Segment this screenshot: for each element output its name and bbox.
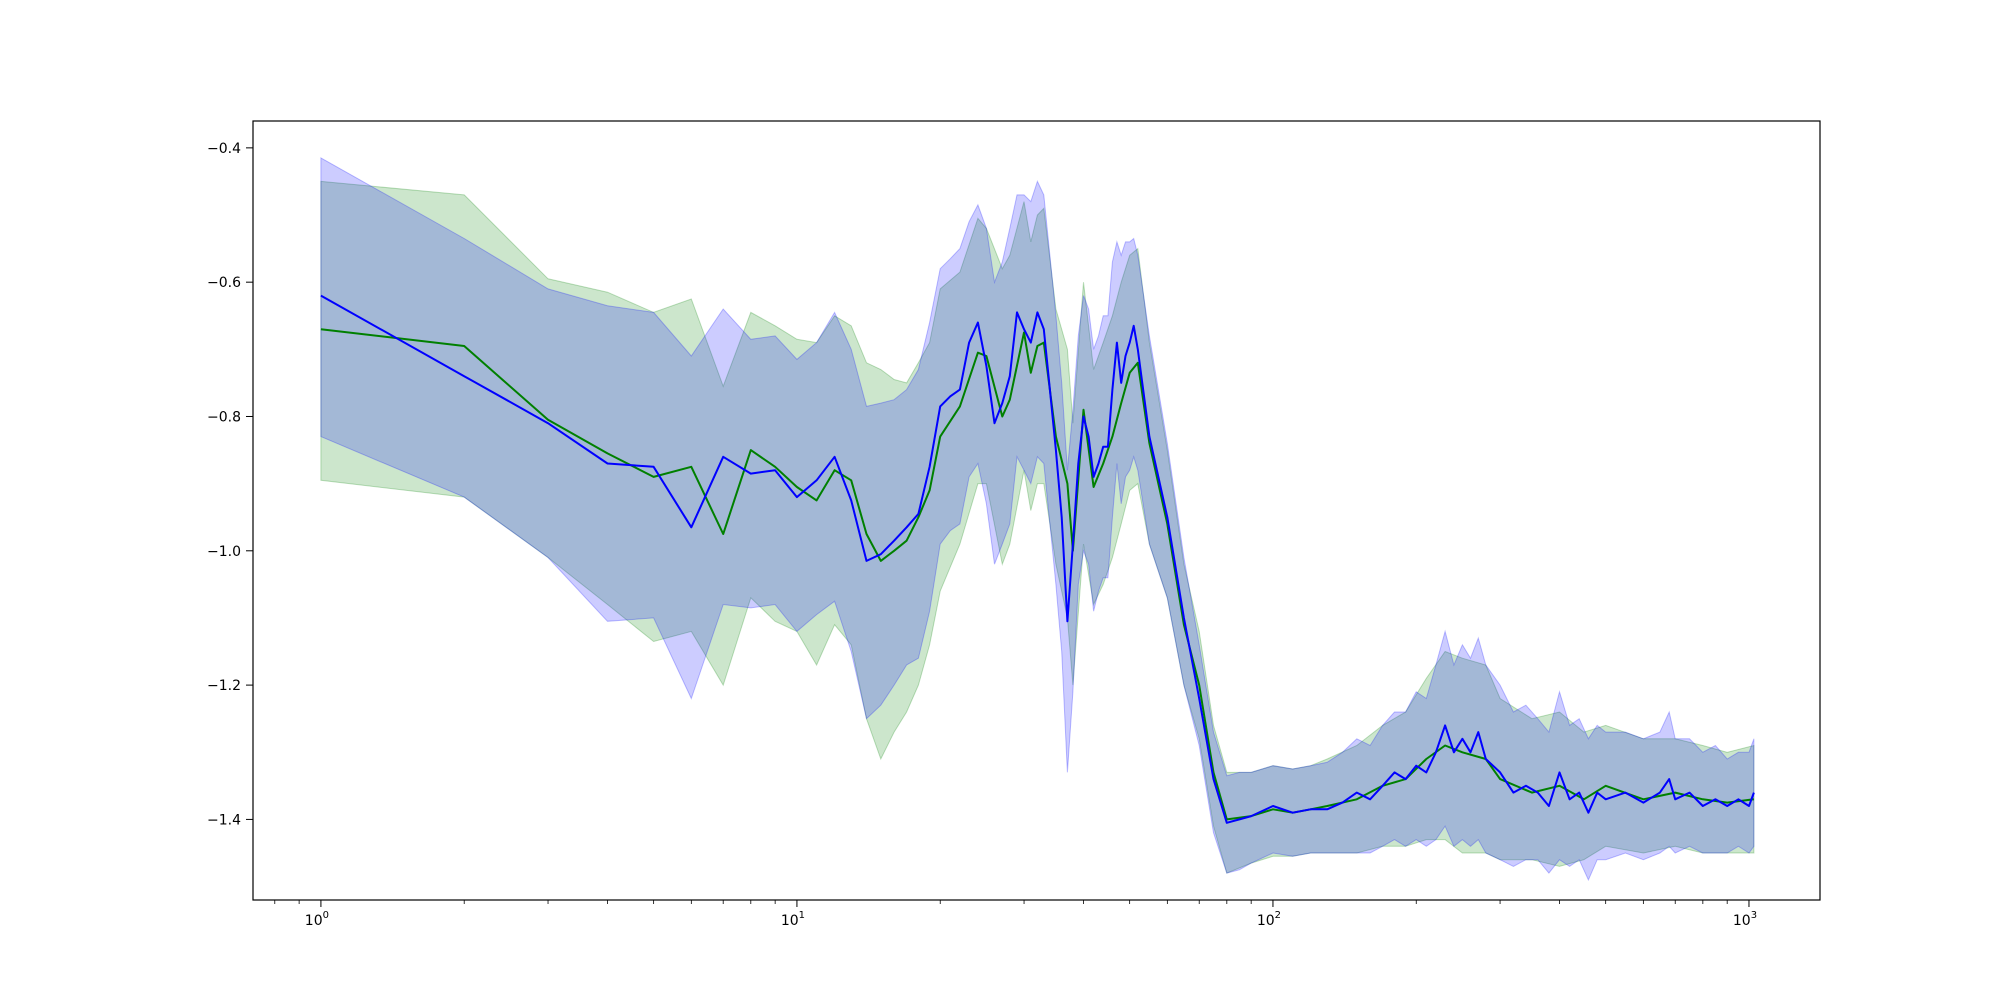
x-tick-exponent: 1 [799, 910, 805, 921]
y-axis: −0.4 −0.6 −0.8 −1.0 −1.2 −1.4 [207, 141, 253, 828]
confidence-bands [320, 157, 1755, 882]
y-tick-label: −1.4 [207, 812, 241, 828]
x-tick-exponent: 2 [1275, 910, 1281, 921]
series-lines [320, 294, 1755, 824]
series-0-line [320, 328, 1755, 821]
series-0-band [320, 180, 1755, 874]
y-tick-label: −0.8 [207, 409, 241, 425]
y-tick-label: −0.6 [207, 275, 241, 291]
series-1-band [320, 157, 1755, 882]
y-tick-label: −0.4 [207, 141, 241, 157]
y-tick-label: −1.2 [207, 678, 241, 694]
plot-frame [252, 120, 1821, 901]
x-tick-exponent: 0 [323, 910, 329, 921]
y-tick-label: −1.0 [207, 544, 241, 560]
series-1-line [320, 294, 1755, 824]
x-tick-exponent: 3 [1751, 910, 1757, 921]
